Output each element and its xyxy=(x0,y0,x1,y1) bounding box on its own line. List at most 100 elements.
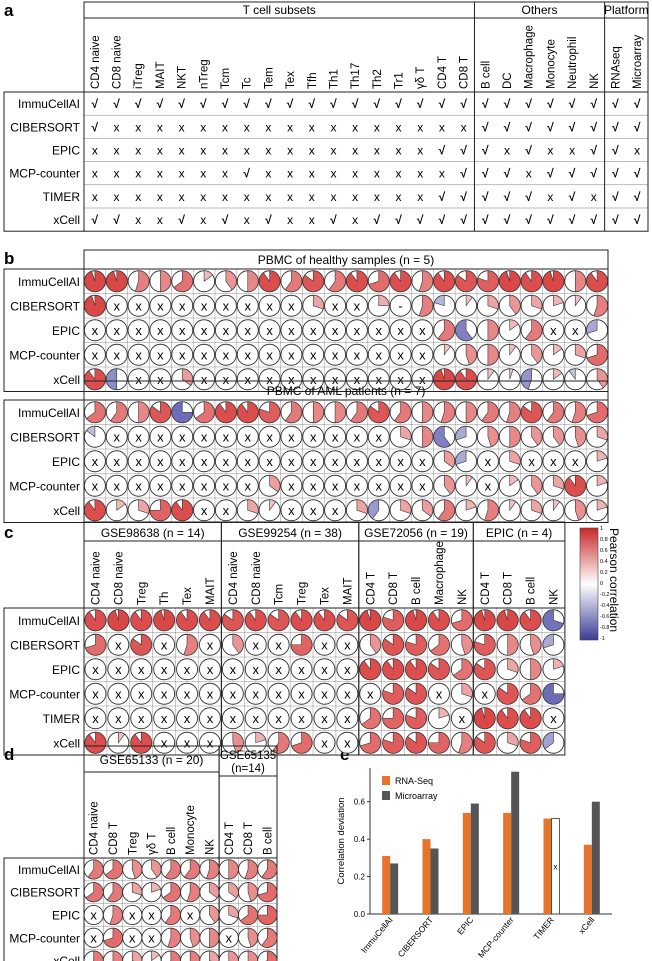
pie-missing-mark: x xyxy=(310,372,317,387)
pie-circle xyxy=(193,450,216,473)
pie-slice xyxy=(228,950,239,961)
pie-circle xyxy=(302,450,325,473)
pie-slice xyxy=(568,368,576,381)
panel-a-check-mark: √ xyxy=(634,167,641,181)
pie-circle xyxy=(336,633,359,656)
panel-a-cross-mark: x xyxy=(114,167,120,181)
pie-slice xyxy=(247,499,259,514)
pie-cell xyxy=(280,270,303,293)
pie-slice xyxy=(496,609,519,632)
pie-cell: x xyxy=(450,707,473,730)
pie-slice xyxy=(359,731,381,754)
pie-cell xyxy=(84,609,107,632)
panel-a-column-header: CD8 T xyxy=(459,56,471,89)
pie-slice xyxy=(546,401,565,423)
pie-slice xyxy=(164,905,181,925)
pie-slice xyxy=(596,474,608,487)
pie-slice xyxy=(173,270,194,293)
pie-circle xyxy=(127,368,150,391)
pie-missing-mark: x xyxy=(138,711,145,726)
pie-slice xyxy=(586,343,608,366)
pie-slice xyxy=(553,474,565,490)
panel-c-column-header: B cell xyxy=(411,577,423,605)
pie-slice xyxy=(400,499,412,514)
pie-slice xyxy=(261,927,278,948)
panel-a-check-mark: √ xyxy=(460,213,467,227)
pie-slice xyxy=(574,499,587,521)
pie-missing-mark: x xyxy=(332,454,339,469)
panel-d-column-header: γδ T xyxy=(147,833,159,855)
pie-missing-mark: x xyxy=(161,686,168,701)
panel-a-cross-mark: x xyxy=(179,190,185,204)
panel-a-check-mark: √ xyxy=(439,190,446,204)
pie-circle xyxy=(105,474,128,497)
pie-cell: x xyxy=(389,474,412,497)
pie-cell xyxy=(302,270,325,293)
pie-circle xyxy=(193,343,216,366)
panel-a-cross-mark: x xyxy=(374,144,380,158)
pie-cell xyxy=(324,270,347,293)
pie-cell xyxy=(290,633,313,656)
pie-slice xyxy=(170,950,181,961)
pie-missing-mark: x xyxy=(157,454,164,469)
pie-cell xyxy=(586,368,609,391)
pie-slice xyxy=(531,499,543,514)
pie-slice xyxy=(382,609,404,631)
pie-cell xyxy=(302,294,325,317)
panel-a-check-mark: √ xyxy=(439,144,446,158)
pie-circle xyxy=(214,450,237,473)
pie-circle xyxy=(336,707,359,730)
pie-missing-mark: x xyxy=(310,429,317,444)
pie-cell xyxy=(411,401,434,424)
pie-missing-mark: x xyxy=(397,323,404,338)
pie-missing-mark: x xyxy=(266,429,273,444)
pie-missing-mark: x xyxy=(266,372,273,387)
panel-d-column-header: CD8 T xyxy=(243,822,255,855)
pie-circle xyxy=(411,450,434,473)
bar-rna-seq xyxy=(422,839,431,914)
pie-cell xyxy=(455,499,478,522)
pie-missing-mark: x xyxy=(223,372,230,387)
pie-cell xyxy=(218,859,239,880)
pie-slice xyxy=(85,882,104,903)
panel-c-column-header: CD4 naive xyxy=(90,551,102,605)
pie-circle xyxy=(193,425,216,448)
pie-slice xyxy=(509,499,517,512)
pie-circle xyxy=(214,474,237,497)
pie-cell: x xyxy=(193,425,216,448)
pie-cell xyxy=(244,731,267,754)
pie-circle xyxy=(258,450,281,473)
pie-cell: x xyxy=(127,294,150,317)
pie-cell: x xyxy=(193,368,216,391)
pie-slice xyxy=(130,633,153,656)
pie-cell: x xyxy=(236,319,259,342)
pie-cell xyxy=(389,425,412,448)
pie-cell xyxy=(428,633,450,656)
pie-slice xyxy=(487,425,499,448)
pie-slice xyxy=(553,499,561,512)
pie-missing-mark: x xyxy=(179,323,186,338)
panel-a-cross-mark: x xyxy=(330,190,336,204)
panel-a-check-mark: √ xyxy=(525,213,532,227)
pie-missing-mark: x xyxy=(419,323,426,338)
pie-missing-mark: x xyxy=(310,347,317,362)
pie-cell xyxy=(496,731,519,754)
panel-b-row-label: CIBERSORT xyxy=(10,430,80,444)
pie-circle xyxy=(367,368,390,391)
pie-cell xyxy=(290,731,313,754)
pie-slice xyxy=(138,499,150,514)
pie-cell xyxy=(130,609,153,632)
pie-cell: x xyxy=(149,450,172,473)
pie-cell xyxy=(280,401,303,424)
pie-cell: x xyxy=(171,343,194,366)
pie-cell: x xyxy=(258,343,281,366)
pie-cell xyxy=(433,368,456,391)
pie-cell xyxy=(520,401,543,424)
pie-slice xyxy=(171,499,194,522)
pie-slice xyxy=(232,633,244,654)
pie-cell xyxy=(127,270,150,293)
pie-missing-mark: x xyxy=(157,347,164,362)
pie-cell xyxy=(122,950,143,961)
pie-missing-mark: x xyxy=(275,662,282,677)
panel-a-cross-mark: x xyxy=(244,144,250,158)
